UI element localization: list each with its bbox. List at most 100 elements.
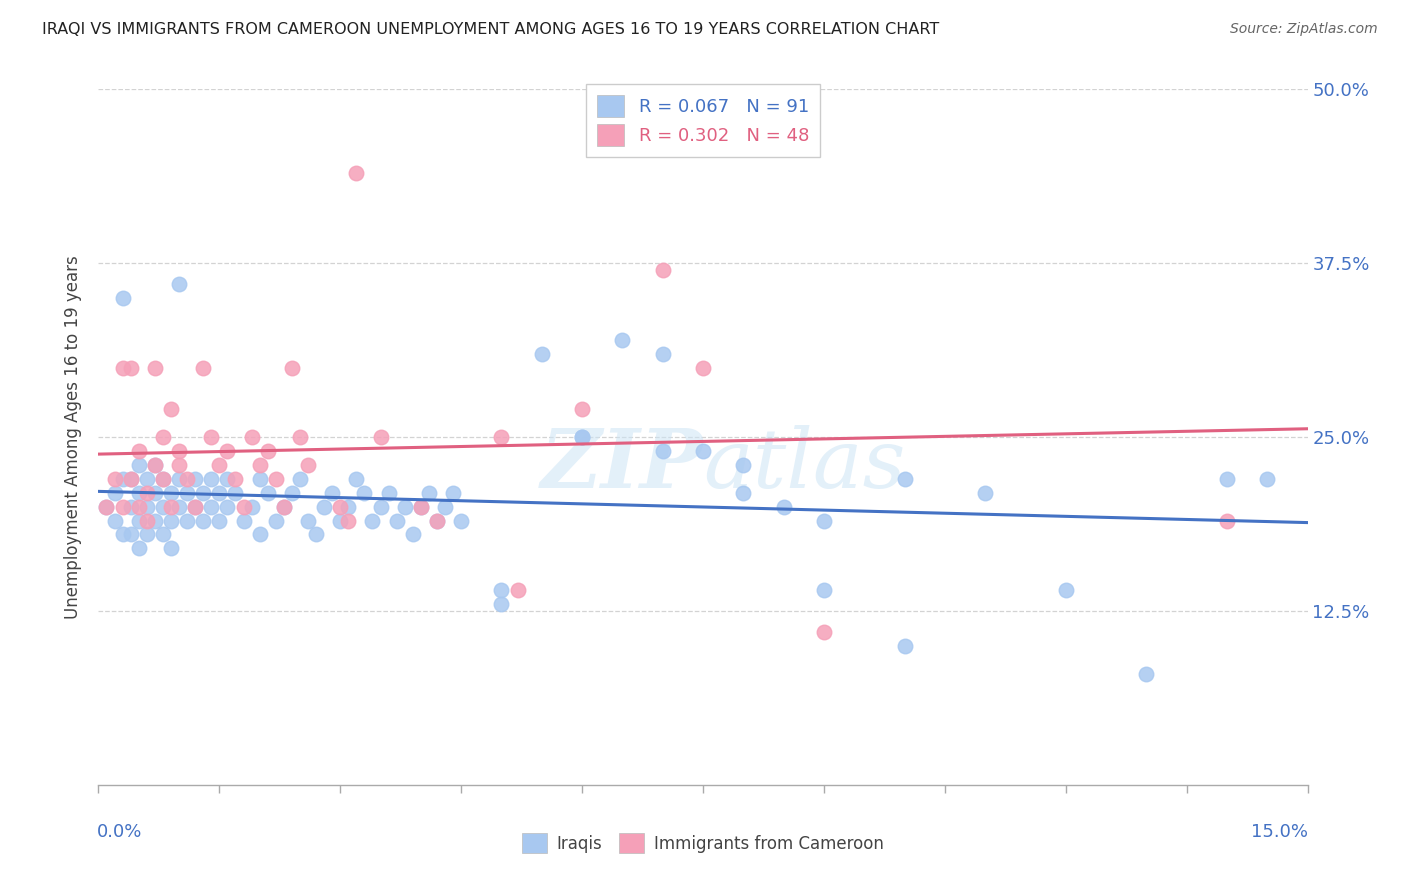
Point [329, 500, 352, 514]
Point [974, 485, 997, 500]
Point [409, 500, 432, 514]
Point [96, 500, 118, 514]
Point [1054, 583, 1077, 598]
Point [152, 472, 174, 486]
Point [167, 472, 190, 486]
Point [813, 514, 835, 528]
Point [160, 514, 183, 528]
Point [208, 514, 231, 528]
Point [103, 472, 125, 486]
Point [135, 527, 157, 541]
Point [143, 514, 166, 528]
Point [321, 485, 343, 500]
Point [353, 485, 375, 500]
Point [111, 500, 134, 514]
Point [733, 458, 755, 472]
Point [337, 500, 360, 514]
Point [651, 263, 673, 277]
Point [224, 472, 246, 486]
Point [385, 514, 408, 528]
Point [692, 360, 714, 375]
Point [733, 485, 755, 500]
Point [184, 472, 207, 486]
Point [530, 346, 553, 360]
Point [135, 472, 157, 486]
Point [135, 500, 157, 514]
Point [264, 472, 287, 486]
Point [193, 360, 215, 375]
Point [152, 500, 174, 514]
Y-axis label: Unemployment Among Ages 16 to 19 years: Unemployment Among Ages 16 to 19 years [65, 255, 83, 619]
Point [232, 500, 254, 514]
Point [402, 527, 425, 541]
Point [288, 472, 311, 486]
Point [409, 500, 432, 514]
Point [273, 500, 295, 514]
Point [111, 527, 134, 541]
Point [288, 430, 311, 444]
Point [314, 500, 336, 514]
Point [143, 485, 166, 500]
Point [281, 360, 304, 375]
Point [1216, 472, 1239, 486]
Point [200, 472, 222, 486]
Point [103, 514, 125, 528]
Point [135, 514, 157, 528]
Point [208, 458, 231, 472]
Point [160, 402, 183, 417]
Point [491, 430, 513, 444]
Point [128, 541, 150, 556]
Text: Source: ZipAtlas.com: Source: ZipAtlas.com [1230, 22, 1378, 37]
Text: IRAQI VS IMMIGRANTS FROM CAMEROON UNEMPLOYMENT AMONG AGES 16 TO 19 YEARS CORRELA: IRAQI VS IMMIGRANTS FROM CAMEROON UNEMPL… [42, 22, 939, 37]
Point [281, 485, 304, 500]
Point [217, 500, 239, 514]
Point [120, 527, 142, 541]
Point [377, 485, 399, 500]
Point [344, 472, 367, 486]
Point [651, 444, 673, 458]
Point [1135, 666, 1157, 681]
Point [152, 430, 174, 444]
Point [111, 291, 134, 305]
Point [370, 500, 392, 514]
Point [813, 624, 835, 639]
Point [273, 500, 295, 514]
Point [120, 360, 142, 375]
Point [426, 514, 449, 528]
Point [1256, 472, 1278, 486]
Point [491, 583, 513, 598]
Point [240, 430, 263, 444]
Point [193, 514, 215, 528]
Legend: Iraqis, Immigrants from Cameroon: Iraqis, Immigrants from Cameroon [515, 827, 891, 860]
Point [167, 277, 190, 291]
Point [506, 583, 529, 598]
Point [264, 514, 287, 528]
Point [249, 527, 271, 541]
Point [120, 472, 142, 486]
Point [1216, 514, 1239, 528]
Point [217, 472, 239, 486]
Point [361, 514, 384, 528]
Text: 15.0%: 15.0% [1250, 823, 1308, 841]
Point [441, 485, 464, 500]
Point [249, 472, 271, 486]
Point [571, 402, 593, 417]
Point [297, 458, 319, 472]
Point [143, 458, 166, 472]
Point [152, 472, 174, 486]
Point [772, 500, 794, 514]
Point [418, 485, 440, 500]
Point [160, 500, 183, 514]
Point [434, 500, 457, 514]
Point [200, 430, 222, 444]
Point [128, 458, 150, 472]
Point [394, 500, 416, 514]
Point [184, 500, 207, 514]
Point [692, 444, 714, 458]
Point [337, 514, 360, 528]
Point [184, 500, 207, 514]
Point [176, 472, 198, 486]
Point [232, 514, 254, 528]
Point [160, 541, 183, 556]
Point [111, 360, 134, 375]
